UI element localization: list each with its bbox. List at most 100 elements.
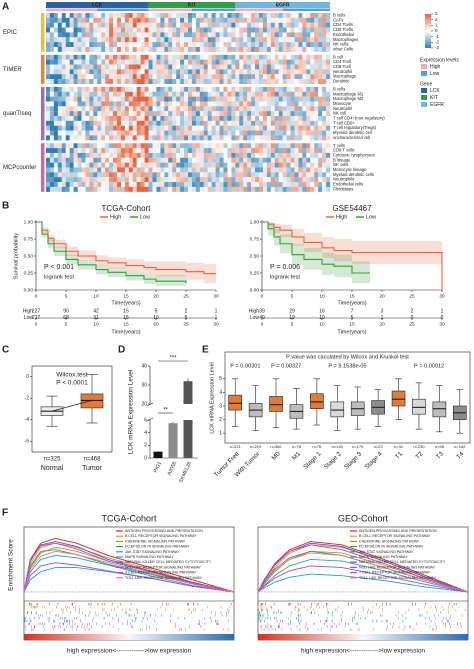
row-label: Monocytic lineage	[333, 167, 367, 172]
heatmap-cell	[180, 69, 185, 75]
heatmap-cell	[188, 116, 193, 121]
heatmap-cell	[160, 111, 165, 117]
heatmap-cell	[318, 96, 323, 102]
heatmap-cell	[156, 22, 161, 28]
heatmap-cell	[259, 27, 264, 33]
heatmap-cell	[270, 106, 275, 112]
heatmap-cell	[105, 54, 110, 60]
heatmap-cell	[109, 17, 114, 23]
heatmap-cell	[259, 22, 264, 28]
heatmap-cell	[164, 143, 169, 149]
heatmap-cell	[211, 91, 216, 97]
heatmap-cell	[259, 116, 264, 121]
x-tick-label: 15	[123, 321, 129, 327]
heatmap-cell	[255, 152, 260, 158]
heatmap-cell	[274, 54, 279, 60]
heatmap-cell	[184, 130, 189, 136]
heatmap-cell	[140, 42, 145, 48]
heatmap-cell	[290, 22, 295, 28]
heatmap-cell	[266, 152, 271, 158]
heatmap-cell	[172, 167, 177, 173]
heatmap-cell	[251, 116, 256, 121]
heatmap-cell	[294, 74, 299, 80]
heatmap-cell	[243, 17, 248, 23]
ci-band	[36, 222, 216, 284]
heatmap-cell	[53, 177, 58, 183]
heatmap-cell	[164, 162, 169, 168]
heatmap-cell	[318, 22, 323, 28]
method-bar	[41, 13, 45, 52]
heatmap-cell	[326, 130, 331, 136]
heatmap-cell	[251, 120, 256, 126]
row-label: B cell	[333, 54, 343, 59]
heatmap-cell	[294, 130, 299, 136]
heatmap-cell	[322, 120, 327, 126]
heatmap-cell	[176, 111, 181, 117]
heatmap-cell	[290, 120, 295, 126]
heatmap-cell	[152, 32, 157, 38]
legend-label: T CELL RECEPTOR SIGNALING PATHWAY	[359, 571, 431, 575]
heatmap-cell	[322, 37, 327, 43]
heatmap-cell	[101, 167, 106, 173]
heatmap-cell	[117, 22, 122, 28]
heatmap-cell	[152, 69, 157, 75]
heatmap-cell	[259, 177, 264, 183]
heatmap-cell	[251, 172, 256, 178]
heatmap-cell	[298, 91, 303, 97]
heatmap-cell	[259, 172, 264, 178]
heatmap-cell	[259, 74, 264, 80]
heatmap-cell	[85, 27, 90, 33]
n-label: n=152	[454, 444, 466, 449]
heatmap-cell	[255, 64, 260, 70]
heatmap-cell	[85, 130, 90, 136]
heatmap-cell	[168, 162, 173, 168]
heatmap-cell	[89, 13, 94, 18]
heatmap-cell	[85, 157, 90, 163]
heatmap-cell	[191, 167, 197, 173]
n-label: n=219	[250, 444, 262, 449]
heatmap-cell	[227, 46, 232, 52]
heatmap-cell	[105, 64, 110, 70]
heatmap-cell	[61, 152, 66, 158]
heatmap-cell	[314, 69, 319, 75]
heatmap-cell	[113, 111, 118, 117]
heatmap-cell	[140, 135, 145, 141]
es-curve	[23, 546, 235, 593]
heatmap-cell	[199, 42, 204, 48]
heatmap-cell	[85, 101, 90, 107]
heatmap-cell	[322, 116, 327, 121]
heatmap-cell	[128, 59, 133, 65]
heatmap-cell	[262, 17, 268, 23]
heatmap-cell	[282, 74, 287, 80]
heatmap-cell	[219, 120, 224, 126]
n-label: n=325	[44, 457, 62, 463]
heatmap-cell	[239, 120, 244, 126]
heatmap-cell	[144, 32, 149, 38]
heatmap-cell	[128, 143, 133, 149]
heatmap-cell	[180, 91, 185, 97]
heatmap-cell	[243, 69, 248, 75]
heatmap-cell	[105, 106, 110, 112]
heatmap-cell	[294, 182, 299, 187]
heatmap-cell	[278, 59, 283, 65]
heatmap-cell	[290, 79, 295, 84]
heatmap-cell	[235, 37, 240, 43]
heatmap-cell	[53, 182, 58, 187]
heatmap-cell	[243, 54, 248, 60]
heatmap-cell	[211, 120, 216, 126]
x-axis-label: Time(years)	[111, 329, 140, 335]
es-curve	[23, 554, 235, 593]
heatmap-cell	[251, 162, 256, 168]
heatmap-cell	[132, 59, 137, 65]
heatmap-cell	[49, 42, 55, 48]
heatmap-cell	[298, 64, 303, 70]
heatmap-cell	[73, 148, 78, 154]
heatmap-cell	[219, 91, 224, 97]
heatmap-cell	[184, 125, 189, 131]
heatmap-cell	[85, 54, 90, 60]
heatmap-cell	[191, 182, 197, 187]
heatmap-cell	[294, 91, 299, 97]
heatmap-cell	[176, 69, 181, 75]
heatmap-cell	[120, 182, 126, 187]
heatmap-cell	[85, 143, 90, 149]
